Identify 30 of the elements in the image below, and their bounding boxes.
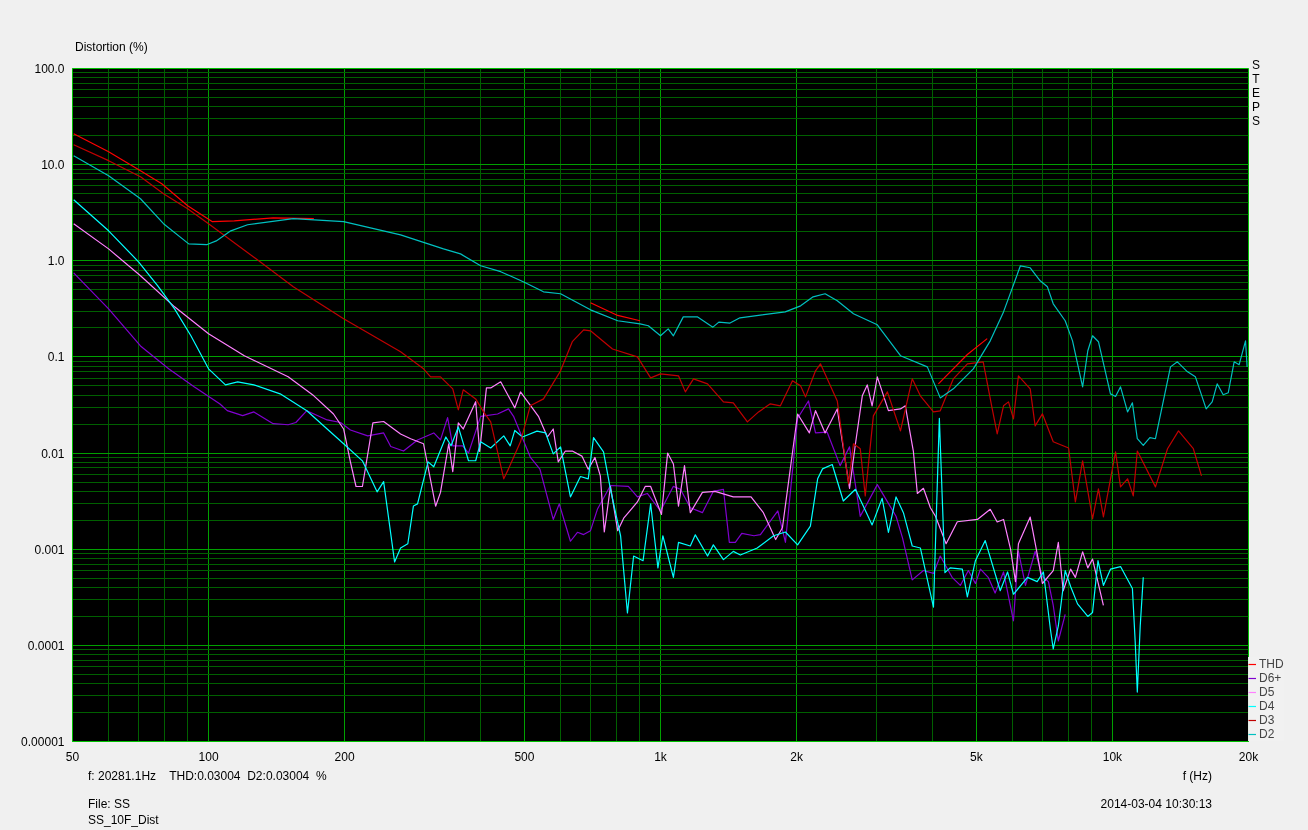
legend-label: D2 [1259, 727, 1276, 741]
x-tick-label: 20k [1238, 749, 1260, 764]
x-tick-label: 500 [514, 749, 535, 764]
x-tick-label: 5k [970, 749, 984, 764]
x-tick-label: 10k [1102, 749, 1124, 764]
legend-label: D3 [1259, 713, 1276, 727]
text: File: SS [88, 797, 131, 811]
x-tick-label: 200 [334, 749, 355, 764]
legend-label: D6+ [1259, 671, 1282, 685]
y-tick-label: 0.01 [41, 446, 65, 461]
legend-label: THD [1259, 657, 1284, 671]
legend-label: D5 [1259, 685, 1276, 699]
y-tick-label: 10.0 [41, 158, 65, 173]
x-tick-label: 2k [790, 749, 804, 764]
y-tick-label: 100.0 [34, 62, 65, 76]
text: STEPS [1251, 58, 1261, 128]
y-axis-title: Distortion (%) [74, 39, 148, 54]
y-tick-label: 0.001 [34, 542, 65, 557]
text: f: 20281.1Hz THD:0.03004 D2:0.03004 % [88, 769, 327, 783]
y-tick-label: 0.1 [47, 350, 65, 365]
y-tick-label: 0.0001 [27, 638, 65, 653]
x-tick-label: 1k [654, 749, 668, 764]
y-tick-label: 1.0 [47, 254, 65, 269]
x-axis-title: f (Hz) [1182, 769, 1212, 783]
legend-label: D4 [1259, 699, 1276, 713]
x-tick-label: 100 [198, 749, 219, 764]
text: SS_10F_Dist [87, 813, 160, 827]
y-tick-label: 0.00001 [21, 735, 65, 749]
x-tick-label: 50 [65, 749, 80, 764]
text: 2014-03-04 10:30:13 [1100, 797, 1212, 811]
